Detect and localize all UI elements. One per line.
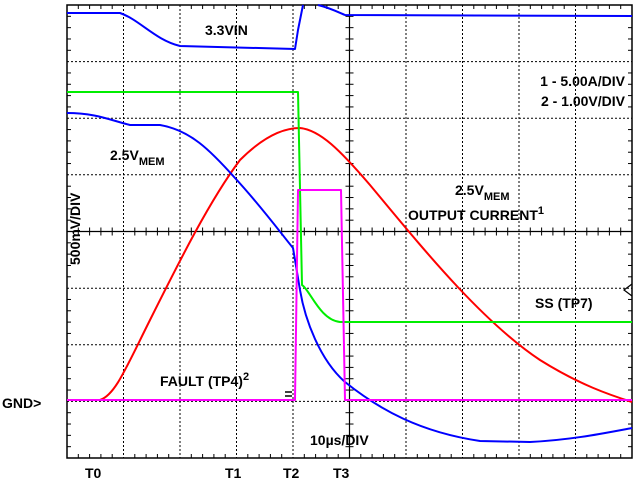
time-marker: T3 — [333, 465, 350, 481]
current-text: 2.5V — [455, 182, 484, 198]
vin-trace — [67, 4, 633, 50]
current-sub: MEM — [484, 191, 510, 203]
current-line2: OUTPUT CURRENT — [408, 207, 538, 223]
fault-sup: 2 — [243, 371, 249, 383]
vmem-text: 2.5V — [110, 147, 139, 163]
current-sup: 1 — [538, 205, 544, 217]
time-marker: T0 — [85, 465, 102, 481]
vmem-label: 2.5VMEM — [110, 147, 164, 168]
timebase-label: 10µs/DIV — [310, 432, 369, 448]
current-label: 2.5VMEM — [455, 182, 509, 203]
gnd-label: GND> — [2, 395, 41, 411]
time-marker: T1 — [225, 465, 242, 481]
current-trace — [67, 127, 633, 403]
fault-trace — [67, 189, 632, 401]
vmem-sub: MEM — [139, 156, 165, 168]
fault-label: FAULT (TP4)2 — [160, 371, 249, 389]
scale-label: 2 - 1.00V/DIV — [541, 93, 626, 109]
ss-trace — [67, 91, 632, 323]
grid — [67, 5, 632, 458]
ss-label: SS (TP7) — [535, 295, 593, 311]
vertical-scale: 500mV/DIV — [67, 192, 83, 265]
current-label-2: OUTPUT CURRENT1 — [408, 205, 544, 223]
frame — [66, 4, 633, 459]
time-marker: T2 — [283, 465, 300, 481]
vin-label: 3.3VIN — [205, 22, 248, 38]
scale-label: 1 - 5.00A/DIV — [540, 73, 625, 89]
trigger-marker — [623, 283, 633, 297]
fault-text: FAULT (TP4) — [160, 373, 243, 389]
vmem-trace — [66, 112, 633, 443]
